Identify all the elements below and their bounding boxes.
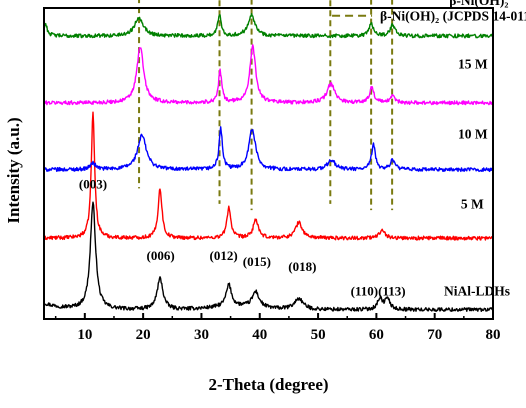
peak-label: (110)(113): [351, 284, 406, 299]
series-label: 15 M: [458, 57, 488, 72]
x-tick-label: 30: [194, 327, 209, 343]
series-line: [43, 201, 494, 312]
peak-label: (003): [79, 176, 107, 191]
annotation-layer: (001)(100)(101)(102)(110)(111)(003)(006)…: [79, 0, 510, 299]
reference-lines: [138, 0, 394, 211]
series-label: β-Ni(OH)₂: [449, 0, 508, 8]
x-tick-label: 50: [311, 327, 326, 343]
series-label: 10 M: [458, 127, 488, 142]
x-tick-label: 80: [486, 327, 501, 343]
series-line: [43, 12, 494, 39]
series-label: NiAl-LDHs: [444, 284, 510, 299]
plot-frame: [43, 7, 494, 320]
peak-label: (012): [210, 248, 238, 263]
series-line: [43, 126, 494, 173]
series-line: [43, 44, 494, 106]
x-axis: 10 20 30 40 50 60 70 80: [54, 313, 501, 343]
series-layer: [43, 12, 494, 312]
x-tick-label: 20: [136, 327, 151, 343]
peak-label: (015): [243, 254, 271, 269]
peak-label: (006): [147, 248, 175, 263]
x-tick-label: 40: [252, 327, 267, 343]
y-axis-title: Intensity (a.u.): [4, 117, 23, 223]
x-tick-label: 10: [77, 327, 92, 343]
legend-label: β-Ni(OH)₂ (JCPDS 14-0117): [380, 8, 526, 23]
peak-label: (018): [288, 259, 316, 274]
x-tick-label: 60: [369, 327, 384, 343]
series-line: [43, 111, 494, 241]
legend: β-Ni(OH)₂ (JCPDS 14-0117): [332, 8, 526, 23]
x-axis-title: 2-Theta (degree): [208, 375, 328, 394]
series-label: 5 M: [461, 197, 484, 212]
x-tick-label: 70: [427, 327, 442, 343]
